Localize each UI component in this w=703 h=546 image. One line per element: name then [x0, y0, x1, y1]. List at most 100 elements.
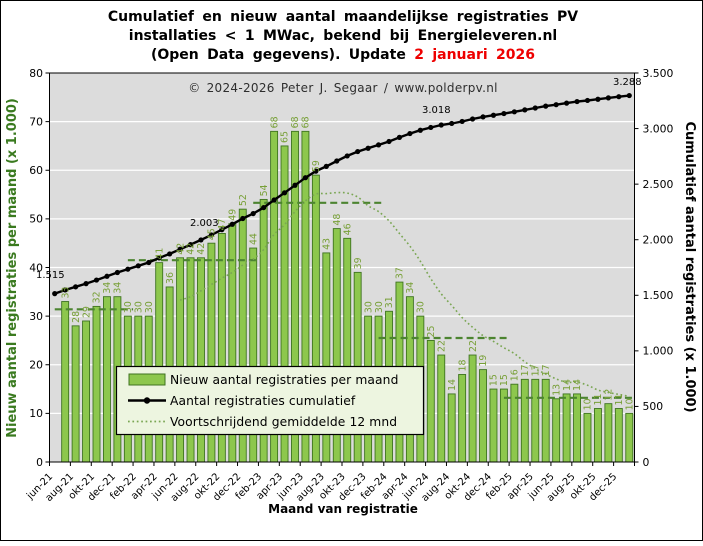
left-axis-tick-label: 70 [29, 115, 43, 128]
bar-value-label: 11 [614, 394, 625, 406]
moving-average-line [179, 191, 630, 398]
bar [489, 388, 498, 463]
bar-value-label: 46 [342, 223, 353, 235]
bar-value-label: 30 [123, 301, 134, 313]
chart-title-line3-prefix: (Open Data gegevens). Update [151, 47, 414, 63]
legend-label-cumulative: Aantal registraties cumulatief [170, 394, 356, 408]
cumulative-marker [271, 197, 277, 203]
bar-value-label: 68 [301, 116, 312, 128]
bar [562, 393, 571, 463]
cumulative-marker [365, 145, 371, 151]
cumulative-marker [73, 284, 79, 290]
bar-value-label: 45 [207, 228, 218, 240]
bar-value-label: 19 [478, 355, 489, 367]
cumulative-annotation: 3.018 [422, 105, 451, 116]
bar [426, 339, 435, 463]
cumulative-marker [595, 96, 601, 102]
bar-value-label: 32 [92, 291, 103, 303]
cumulative-annotation: 2.003 [190, 218, 219, 229]
bar [552, 398, 561, 463]
cumulative-marker [459, 118, 465, 125]
bar [593, 408, 602, 463]
cumulative-marker [480, 114, 486, 120]
bar [82, 320, 91, 463]
cumulative-marker [229, 221, 235, 227]
bar-value-label: 13 [551, 384, 562, 396]
cumulative-annotation: 3.288 [613, 77, 642, 88]
bar-value-label: 39 [353, 257, 364, 269]
bar [479, 369, 487, 463]
bar-value-label: 54 [259, 184, 270, 196]
bar [573, 393, 581, 463]
bar-value-label: 68 [290, 116, 301, 128]
bar-value-label: 30 [374, 301, 385, 313]
bar-value-label: 65 [280, 131, 291, 143]
bar-value-label: 52 [238, 194, 249, 206]
right-axis-tick-label: 1.500 [643, 289, 674, 302]
cumulative-marker [605, 95, 611, 101]
left-axis-tick-label: 80 [29, 67, 43, 80]
bar-value-label: 37 [395, 267, 406, 279]
bar-value-label: 18 [457, 360, 468, 372]
bar-value-label: 25 [426, 325, 437, 337]
bar-value-label: 59 [311, 160, 322, 172]
cumulative-marker [281, 190, 288, 196]
bar-value-label: 10 [624, 398, 635, 410]
cumulative-marker [584, 97, 591, 104]
chart-title-line3: (Open Data gegevens). Update 2 januari 2… [151, 47, 535, 63]
left-axis-title: Nieuw aantal registraties per maand (x 1… [5, 98, 20, 438]
cumulative-marker [167, 251, 173, 257]
legend-box [115, 365, 425, 436]
bar-value-label: 16 [510, 369, 521, 381]
cumulative-marker [449, 120, 455, 127]
bar-value-label: 68 [269, 116, 280, 128]
bar-value-label: 10 [583, 398, 594, 410]
cumulative-marker [563, 100, 570, 106]
cumulative-marker [156, 255, 162, 261]
x-axis-title: Maand van registratie [268, 502, 418, 516]
bar [531, 378, 540, 463]
cumulative-marker [469, 116, 476, 122]
bar-value-label: 22 [468, 340, 479, 352]
cumulative-annotation: 1.515 [36, 270, 65, 281]
bar-value-label: 48 [332, 214, 343, 226]
cumulative-marker [261, 204, 267, 211]
cumulative-marker [104, 273, 110, 279]
bar [604, 403, 613, 463]
bar-value-label: 15 [499, 374, 510, 386]
bar-value-label: 42 [186, 243, 197, 255]
cumulative-marker [522, 107, 528, 113]
cumulative-marker [250, 210, 256, 217]
bar-value-label: 22 [436, 340, 447, 352]
cumulative-marker [407, 130, 413, 137]
cumulative-marker [114, 269, 121, 276]
cumulative-marker [93, 277, 100, 283]
right-axis-tick-label: 2.000 [643, 234, 674, 247]
left-axis-tick-label: 60 [29, 164, 43, 177]
cumulative-marker [125, 266, 131, 272]
right-axis-tick-label: 500 [643, 400, 664, 413]
bar-value-label: 17 [530, 364, 541, 376]
cumulative-marker [323, 163, 329, 169]
cumulative-marker [616, 94, 622, 100]
cumulative-marker [490, 112, 497, 118]
cumulative-marker [501, 110, 507, 117]
cumulative-marker [428, 124, 434, 131]
bar-value-label: 14 [447, 379, 458, 391]
left-axis-tick-label: 0 [36, 456, 43, 469]
legend-line-marker [143, 397, 151, 404]
cumulative-marker [375, 142, 382, 148]
bar-value-label: 33 [60, 287, 71, 299]
left-axis-tick-label: 10 [29, 407, 43, 420]
bar [61, 301, 70, 463]
cumulative-marker [355, 148, 361, 155]
bar-value-label: 29 [81, 306, 92, 318]
cumulative-marker [198, 237, 204, 243]
cumulative-marker [396, 134, 403, 140]
cumulative-marker [240, 215, 246, 222]
left-axis-tick-label: 30 [29, 310, 43, 323]
bar-value-label: 34 [113, 282, 124, 294]
cumulative-marker [386, 138, 392, 145]
bar-value-label: 42 [175, 243, 186, 255]
